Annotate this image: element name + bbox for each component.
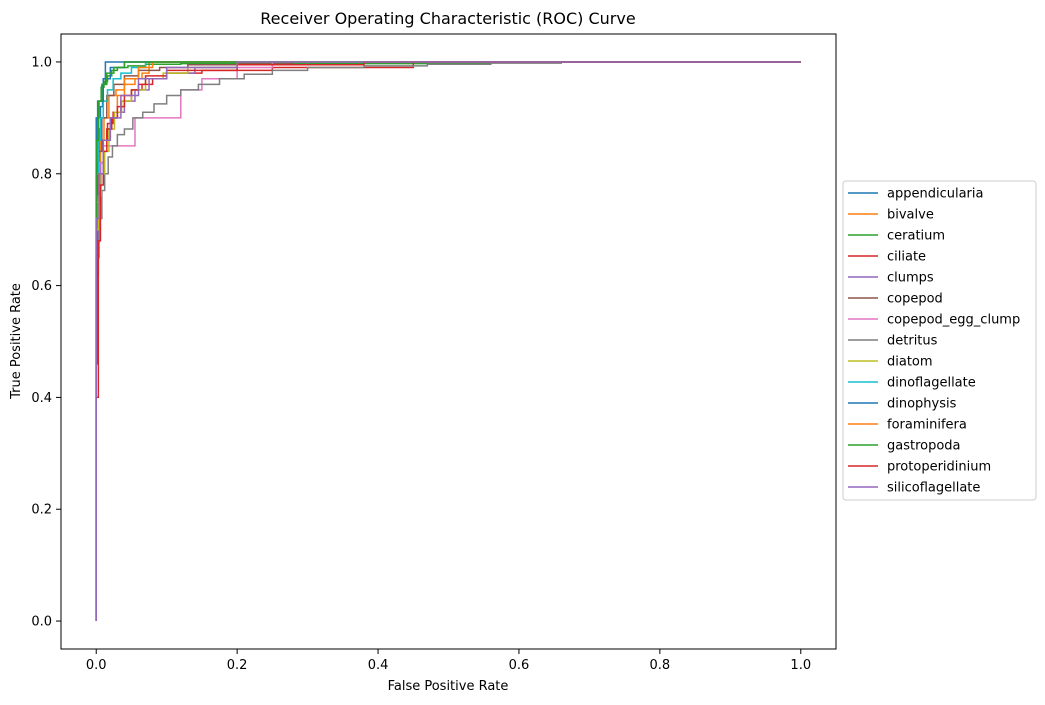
legend-label-dinoflagellate: dinoflagellate [887,376,976,391]
legend-label-foraminifera: foraminifera [887,418,967,433]
roc-curve-protoperidinium [95,61,801,622]
y-tick-label: 0.4 [31,391,52,406]
plot-area-frame [60,33,837,650]
curves-layer [95,61,801,622]
legend-label-bivalve: bivalve [887,208,934,223]
legend-label-appendicularia: appendicularia [887,187,983,202]
legend-label-dinophysis: dinophysis [887,397,957,412]
y-axis-ticks: 0.0 0.2 0.4 0.6 0.8 1.0 [31,55,61,630]
x-tick-label: 0.0 [86,658,107,673]
y-tick-label: 0.0 [31,615,52,630]
x-axis-ticks: 0.0 0.2 0.4 0.6 0.8 1.0 [86,649,811,673]
x-tick-label: 0.2 [227,658,248,673]
x-tick-label: 0.6 [509,658,530,673]
legend-label-gastropoda: gastropoda [887,439,961,454]
chart-title: Receiver Operating Characteristic (ROC) … [260,9,635,28]
y-tick-label: 0.2 [31,503,52,518]
legend-label-detritus: detritus [887,334,938,349]
roc-curve-gastropoda [95,61,801,622]
y-axis-label: True Positive Rate [9,283,24,400]
roc-curve-silicoflagellate [95,61,801,622]
legend-frame [842,180,1037,501]
y-tick-label: 1.0 [31,55,52,70]
x-tick-label: 0.8 [650,658,671,673]
legend-label-copepod: copepod [887,292,943,307]
legend-label-copepod-egg-clump: copepod_egg_clump [887,313,1020,328]
x-axis-label: False Positive Rate [388,679,509,694]
legend-label-clumps: clumps [887,271,934,286]
legend-label-protoperidinium: protoperidinium [887,460,991,475]
legend-label-silicoflagellate: silicoflagellate [887,481,980,496]
x-tick-label: 1.0 [790,658,811,673]
legend-label-ceratium: ceratium [887,229,945,244]
roc-curve-detritus [95,61,801,622]
y-tick-label: 0.6 [31,279,52,294]
legend-label-ciliate: ciliate [887,250,926,265]
legend: appendicularia bivalve ceratium ciliate clum… [842,180,1037,501]
x-tick-label: 0.4 [368,658,389,673]
legend-label-diatom: diatom [887,355,933,370]
y-tick-label: 0.8 [31,167,52,182]
